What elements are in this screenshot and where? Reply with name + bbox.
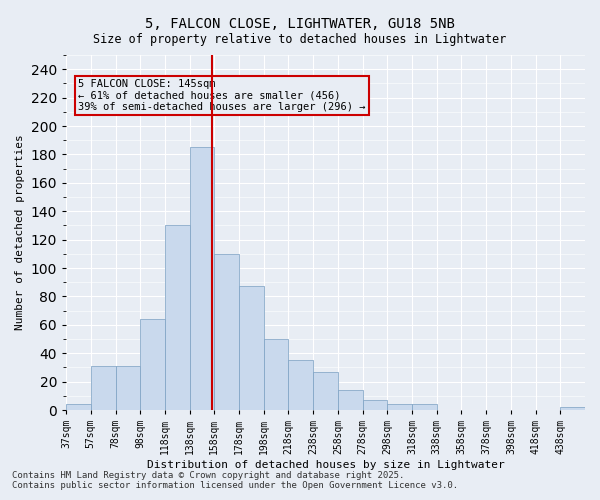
Bar bbox=[560, 407, 585, 410]
Bar bbox=[239, 286, 264, 410]
Bar bbox=[140, 319, 165, 410]
Bar bbox=[388, 404, 412, 410]
Text: Contains HM Land Registry data © Crown copyright and database right 2025.
Contai: Contains HM Land Registry data © Crown c… bbox=[12, 470, 458, 490]
Bar bbox=[264, 339, 289, 410]
Bar bbox=[412, 404, 437, 410]
Bar bbox=[66, 404, 91, 410]
Text: 5, FALCON CLOSE, LIGHTWATER, GU18 5NB: 5, FALCON CLOSE, LIGHTWATER, GU18 5NB bbox=[145, 18, 455, 32]
Bar bbox=[91, 366, 116, 410]
Bar bbox=[338, 390, 362, 410]
Text: 5 FALCON CLOSE: 145sqm
← 61% of detached houses are smaller (456)
39% of semi-de: 5 FALCON CLOSE: 145sqm ← 61% of detached… bbox=[79, 79, 366, 112]
Text: Size of property relative to detached houses in Lightwater: Size of property relative to detached ho… bbox=[94, 32, 506, 46]
Y-axis label: Number of detached properties: Number of detached properties bbox=[15, 134, 25, 330]
Bar bbox=[214, 254, 239, 410]
Bar bbox=[116, 366, 140, 410]
X-axis label: Distribution of detached houses by size in Lightwater: Distribution of detached houses by size … bbox=[146, 460, 505, 470]
Bar bbox=[289, 360, 313, 410]
Bar bbox=[362, 400, 388, 410]
Bar bbox=[190, 148, 214, 410]
Bar bbox=[313, 372, 338, 410]
Bar bbox=[165, 226, 190, 410]
